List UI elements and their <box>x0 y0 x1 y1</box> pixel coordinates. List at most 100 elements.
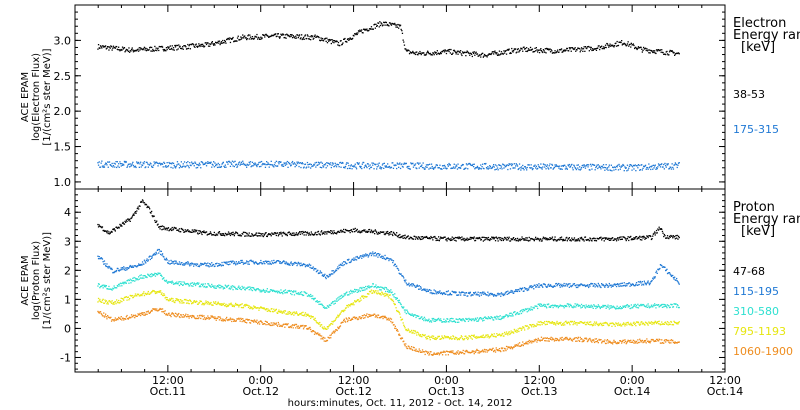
data-point <box>118 270 120 272</box>
data-point <box>451 294 453 296</box>
data-point <box>385 258 387 261</box>
data-point <box>492 165 494 167</box>
data-point <box>273 259 275 262</box>
data-point <box>352 259 354 261</box>
data-point <box>150 163 152 165</box>
data-point <box>330 232 332 235</box>
data-point <box>145 292 147 295</box>
data-point <box>488 293 490 295</box>
data-point <box>117 267 119 270</box>
data-point <box>520 312 523 315</box>
data-point <box>288 290 290 292</box>
data-point <box>512 51 514 53</box>
data-point <box>118 299 120 302</box>
data-point <box>476 237 479 240</box>
data-point <box>465 167 467 169</box>
data-point <box>338 296 340 298</box>
data-point <box>423 289 426 291</box>
data-point <box>233 165 235 168</box>
data-point <box>271 290 274 292</box>
data-point <box>438 319 440 321</box>
data-point <box>586 164 589 166</box>
data-point <box>421 318 424 320</box>
data-point <box>443 167 445 169</box>
data-point <box>283 162 285 164</box>
data-point <box>238 234 240 237</box>
data-point <box>634 165 636 167</box>
data-point <box>465 55 467 57</box>
data-point <box>445 238 448 240</box>
data-point <box>220 304 223 306</box>
data-point <box>337 164 340 166</box>
data-point <box>564 50 567 52</box>
data-point <box>635 283 637 285</box>
data-point <box>663 303 665 306</box>
data-point <box>485 167 488 169</box>
data-point <box>113 285 115 287</box>
data-point <box>240 303 242 306</box>
data-point <box>156 49 158 52</box>
data-point <box>113 162 115 164</box>
data-point <box>193 229 195 231</box>
data-point <box>494 169 496 171</box>
data-point <box>454 321 457 323</box>
data-point <box>414 52 416 54</box>
data-point <box>389 22 391 24</box>
data-point <box>115 270 117 273</box>
data-point <box>258 161 260 164</box>
data-point <box>494 237 496 239</box>
data-point <box>625 283 627 285</box>
data-point <box>447 321 449 323</box>
data-point <box>396 297 398 299</box>
data-point <box>487 316 490 318</box>
data-point <box>158 290 160 292</box>
data-point <box>536 305 538 308</box>
data-point <box>156 273 158 276</box>
data-point <box>114 301 116 303</box>
data-point <box>427 164 429 166</box>
panel-frame <box>74 4 726 190</box>
data-point <box>630 164 632 166</box>
data-point <box>162 166 164 168</box>
data-point <box>619 285 621 287</box>
data-point <box>327 230 329 233</box>
data-point <box>190 300 192 303</box>
data-point <box>167 299 169 301</box>
data-point <box>365 231 367 233</box>
data-point <box>365 29 367 31</box>
data-point <box>352 290 354 292</box>
data-point <box>304 231 307 233</box>
data-point <box>511 163 514 165</box>
data-point <box>222 288 224 290</box>
data-point <box>478 168 480 170</box>
data-point <box>273 34 275 36</box>
data-point <box>425 236 427 239</box>
data-point <box>295 37 298 39</box>
data-point <box>497 292 499 294</box>
data-point <box>431 54 433 56</box>
data-point <box>217 40 219 42</box>
data-point <box>295 290 297 292</box>
data-point <box>239 304 241 306</box>
data-point <box>140 200 142 203</box>
data-point <box>228 288 230 290</box>
data-point <box>194 44 197 46</box>
data-point <box>627 283 629 285</box>
data-point <box>123 269 126 271</box>
data-point <box>161 162 163 165</box>
data-point <box>472 51 474 53</box>
data-point <box>452 238 454 241</box>
data-point <box>512 237 514 239</box>
data-point <box>234 160 236 162</box>
data-point <box>105 230 107 232</box>
data-point <box>237 304 239 306</box>
data-point <box>151 257 153 259</box>
data-point <box>549 48 551 50</box>
data-point <box>310 231 312 233</box>
data-point <box>122 298 124 300</box>
data-point <box>576 303 578 305</box>
data-point <box>657 268 659 270</box>
data-point <box>146 293 148 295</box>
data-point <box>197 233 199 235</box>
data-point <box>291 160 294 163</box>
